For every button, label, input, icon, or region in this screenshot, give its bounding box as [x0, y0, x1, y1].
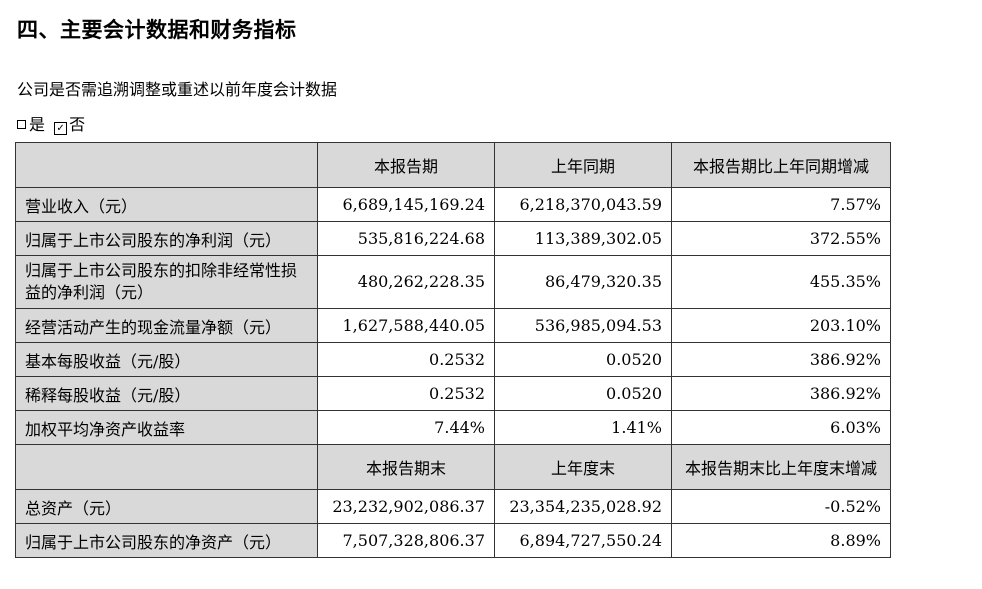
- row-label: 经营活动产生的现金流量净额（元）: [15, 308, 318, 343]
- change-value: 386.92%: [671, 342, 891, 377]
- prior-value: 113,389,302.05: [494, 221, 672, 256]
- table-row: 归属于上市公司股东的净资产（元） 7,507,328,806.37 6,894,…: [15, 523, 891, 558]
- current-value: 0.2532: [317, 342, 495, 377]
- prior-value: 23,354,235,028.92: [494, 489, 672, 524]
- header-period-end-change: 本报告期末比上年度末增减: [671, 444, 891, 490]
- restatement-question: 公司是否需追溯调整或重述以前年度会计数据: [17, 80, 338, 99]
- current-value: 0.2532: [317, 376, 495, 411]
- current-value: 7,507,328,806.37: [317, 523, 495, 558]
- prior-value: 6,218,370,043.59: [494, 187, 672, 222]
- current-value: 535,816,224.68: [317, 221, 495, 256]
- table-row: 基本每股收益（元/股） 0.2532 0.0520 386.92%: [15, 342, 891, 377]
- table-row: 营业收入（元） 6,689,145,169.24 6,218,370,043.5…: [15, 187, 891, 222]
- table-row: 归属于上市公司股东的扣除非经常性损益的净利润（元） 480,262,228.35…: [15, 255, 891, 309]
- table-row: 归属于上市公司股东的净利润（元） 535,816,224.68 113,389,…: [15, 221, 891, 256]
- row-label: 稀释每股收益（元/股）: [15, 376, 318, 411]
- change-value: 6.03%: [671, 410, 891, 445]
- change-value: 7.57%: [671, 187, 891, 222]
- change-value: 386.92%: [671, 376, 891, 411]
- change-value: -0.52%: [671, 489, 891, 524]
- header-cell-empty: [15, 142, 318, 188]
- header-prior-year-end: 上年度末: [494, 444, 672, 490]
- row-label: 基本每股收益（元/股）: [15, 342, 318, 377]
- prior-value: 0.0520: [494, 376, 672, 411]
- row-label: 归属于上市公司股东的扣除非经常性损益的净利润（元）: [15, 255, 318, 309]
- option-yes-label: 是: [29, 115, 46, 134]
- table-row: 加权平均净资产收益率 7.44% 1.41% 6.03%: [15, 410, 891, 445]
- table-row: 经营活动产生的现金流量净额（元） 1,627,588,440.05 536,98…: [15, 308, 891, 343]
- prior-value: 536,985,094.53: [494, 308, 672, 343]
- checked-checkbox-icon: ✓: [54, 122, 68, 135]
- header-cell-empty: [15, 444, 318, 490]
- current-value: 7.44%: [317, 410, 495, 445]
- row-label: 营业收入（元）: [15, 187, 318, 222]
- current-value: 1,627,588,440.05: [317, 308, 495, 343]
- row-label: 总资产（元）: [15, 489, 318, 524]
- prior-value: 1.41%: [494, 410, 672, 445]
- table-header-row: 本报告期 上年同期 本报告期比上年同期增减: [15, 142, 891, 188]
- table-row: 稀释每股收益（元/股） 0.2532 0.0520 386.92%: [15, 376, 891, 411]
- change-value: 455.35%: [671, 255, 891, 309]
- option-no-label: 否: [69, 115, 86, 134]
- current-value: 23,232,902,086.37: [317, 489, 495, 524]
- current-value: 6,689,145,169.24: [317, 187, 495, 222]
- table-row: 总资产（元） 23,232,902,086.37 23,354,235,028.…: [15, 489, 891, 524]
- financial-indicators-table: 本报告期 上年同期 本报告期比上年同期增减 营业收入（元） 6,689,145,…: [15, 142, 891, 558]
- prior-value: 86,479,320.35: [494, 255, 672, 309]
- prior-value: 6,894,727,550.24: [494, 523, 672, 558]
- prior-value: 0.0520: [494, 342, 672, 377]
- unchecked-checkbox-icon: [17, 120, 26, 129]
- restatement-options: 是 ✓ 否: [17, 111, 85, 135]
- change-value: 8.89%: [671, 523, 891, 558]
- change-value: 372.55%: [671, 221, 891, 256]
- header-period-change: 本报告期比上年同期增减: [671, 142, 891, 188]
- row-label: 归属于上市公司股东的净资产（元）: [15, 523, 318, 558]
- header-period-end: 本报告期末: [317, 444, 495, 490]
- section-title: 四、主要会计数据和财务指标: [17, 18, 297, 42]
- table-subheader-row: 本报告期末 上年度末 本报告期末比上年度末增减: [15, 444, 891, 490]
- current-value: 480,262,228.35: [317, 255, 495, 309]
- header-current-period: 本报告期: [317, 142, 495, 188]
- row-label: 加权平均净资产收益率: [15, 410, 318, 445]
- row-label: 归属于上市公司股东的净利润（元）: [15, 221, 318, 256]
- change-value: 203.10%: [671, 308, 891, 343]
- header-prior-period: 上年同期: [494, 142, 672, 188]
